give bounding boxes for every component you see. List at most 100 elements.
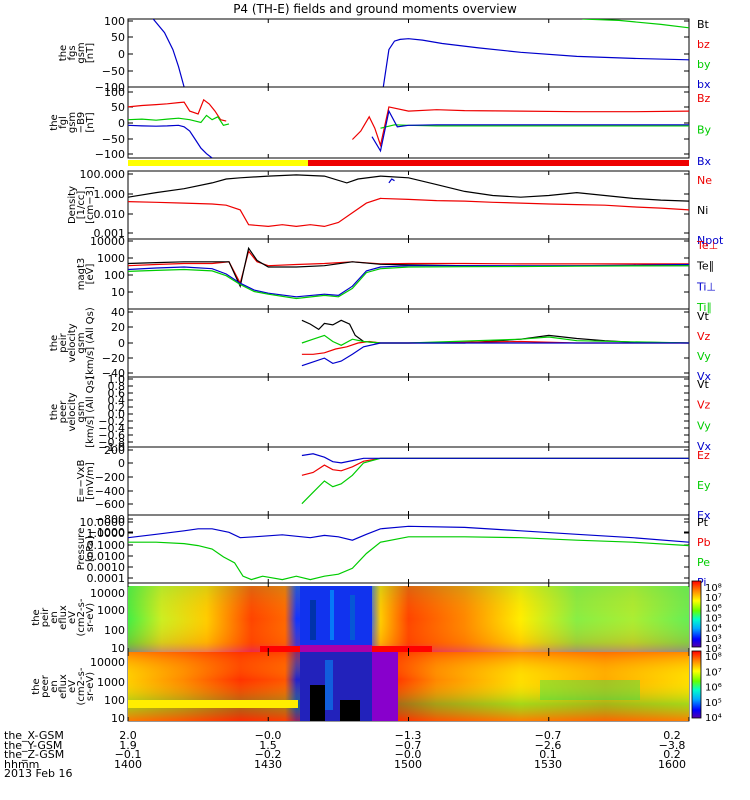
ephemeris-value: −0.0 — [254, 729, 282, 742]
ephemeris-value: 1.5 — [259, 738, 277, 752]
ylabel-line: [km/s] (All Qs) — [85, 376, 96, 448]
ytick-label: 40 — [111, 306, 125, 319]
series-line-Npot — [388, 178, 395, 184]
series-line-Vz — [301, 340, 689, 355]
colorbar-peer — [691, 650, 702, 719]
ylabel-line: magt3 — [76, 258, 87, 291]
legend-label: Ex — [697, 509, 711, 522]
ytick-label: 0 — [118, 48, 125, 61]
legend-label: Pb — [697, 536, 711, 549]
ephemeris-value: 1400 — [114, 757, 142, 771]
legend-label: Te⊥ — [696, 239, 718, 252]
ytick-label: −0.8 — [98, 436, 125, 449]
ytick-label: 10 — [111, 286, 125, 299]
ylabel-line: −B9 — [76, 112, 87, 134]
ytick-label: 0.2 — [108, 401, 126, 414]
series-line-Vy — [301, 334, 689, 346]
colorbar-label: 10⁴ — [705, 713, 722, 724]
panel-temperature: 10000 1000 100 10 magt3[eV] Te⊥ Te∥ Ti⊥ Ti∥ — [76, 235, 718, 314]
ylabel-line: en — [49, 680, 60, 693]
ytick-label: 0.6 — [108, 387, 126, 400]
ylabel-line: (cm2-s- — [76, 667, 87, 705]
ytick-label: 10 — [111, 642, 125, 655]
ephemeris-value: 1500 — [394, 757, 422, 771]
colorbar-label: 10⁵ — [705, 698, 722, 709]
panel-density: 100.000 1.000 0.010 0.001 Density[1/cc][cm−3… — [67, 168, 724, 247]
peer-spectrogram — [128, 652, 689, 721]
legend-label: Bz — [697, 92, 711, 105]
ylabel-line: the — [49, 335, 60, 351]
ephemeris-value: −0.1 — [114, 748, 142, 761]
ytick-label: 100.000 — [80, 168, 126, 181]
colorbar-label: 10⁷ — [705, 593, 722, 604]
legend-label: Te∥ — [696, 260, 714, 273]
ephemeris-label: the_Y-GSM — [4, 738, 63, 752]
ytick-label: 10.0000 — [80, 516, 126, 529]
panel-pressure: 10.00001.00000.10000.01000.00100.0001Pre… — [76, 514, 711, 589]
ytick-label: 100 — [104, 86, 125, 99]
ytick-label: −100 — [95, 148, 125, 161]
ytick-label: −600 — [95, 498, 125, 511]
legend-label: Pt — [697, 516, 709, 529]
ytick-label: −50 — [102, 133, 125, 146]
legend-label: Ti∥ — [696, 301, 712, 314]
ytick-label: 0.4 — [108, 394, 126, 407]
ytick-label: −100 — [95, 81, 125, 94]
ytick-label: 0.0010 — [87, 561, 126, 574]
ytick-label: −400 — [95, 485, 125, 498]
colorbar-label: 10⁴ — [705, 624, 722, 635]
legend-label: By — [697, 124, 712, 137]
panel-peer_velocity: 1.00.80.60.40.20.0−0.2−0.4−0.6−0.8−1.0 th… — [49, 373, 712, 454]
legend-label: Npot — [697, 234, 724, 247]
ylabel-line: gsm — [76, 332, 87, 353]
peir-spectrogram — [128, 586, 689, 652]
series-line-Ti∥ — [128, 265, 689, 300]
ytick-label: 1000 — [97, 676, 125, 689]
ephemeris-value: 0.2 — [663, 748, 681, 761]
panel-frame — [127, 86, 690, 159]
ylabel-line: the — [31, 678, 42, 694]
ytick-label: 1.0 — [108, 373, 126, 386]
colorbar-label: 10⁶ — [705, 683, 722, 694]
ytick-label: 0.010 — [94, 208, 126, 221]
ytick-label: 0.0001 — [87, 572, 126, 585]
ylabel-line: [eV] — [85, 264, 96, 285]
ylabel-line: velocity — [67, 323, 78, 362]
series-line-Ey — [301, 457, 689, 505]
ytick-label: −0.6 — [98, 429, 125, 442]
ylabel-line: peir — [40, 607, 51, 627]
ylabel-line: peir — [58, 332, 69, 352]
ytick-label: −200 — [95, 471, 125, 484]
ephemeris-label: hhmm — [4, 757, 40, 771]
series-line-by — [582, 19, 689, 29]
fgs-flag-bar-red — [308, 160, 689, 166]
ytick-label: −40 — [102, 367, 125, 380]
legend-label: bx — [697, 78, 711, 91]
plot-date: 2013 Feb 16 — [4, 767, 73, 780]
legend-label: Vx — [697, 440, 712, 453]
panel-peir_spec: 10000 1000 100 10 thepeirenefluxeV(cm2-s-sr-… — [31, 582, 690, 655]
panel-frame — [127, 238, 690, 310]
series-line-bx — [152, 19, 185, 87]
ytick-label: 1000 — [97, 252, 125, 265]
colorbar-label: 10² — [705, 644, 722, 655]
ylabel-line: the — [58, 45, 69, 61]
series-line-Bz — [351, 106, 689, 148]
colorbar-label: 10⁷ — [705, 667, 722, 678]
ytick-label: 50 — [111, 101, 125, 114]
series-line-bx — [382, 38, 689, 87]
ephemeris-value: 1530 — [534, 757, 562, 771]
ephemeris-value: −0.2 — [254, 748, 282, 761]
legend-label: bz — [697, 38, 710, 51]
ylabel-line: eflux — [58, 674, 69, 699]
ytick-label: 0.1000 — [87, 539, 126, 552]
panel-frame — [127, 376, 690, 448]
ytick-label: 100 — [104, 624, 125, 637]
legend-label: Vy — [697, 419, 711, 432]
legend-label: Vx — [697, 370, 712, 383]
ytick-label: 0 — [118, 337, 125, 350]
ephemeris-value: 2.0 — [119, 729, 137, 742]
